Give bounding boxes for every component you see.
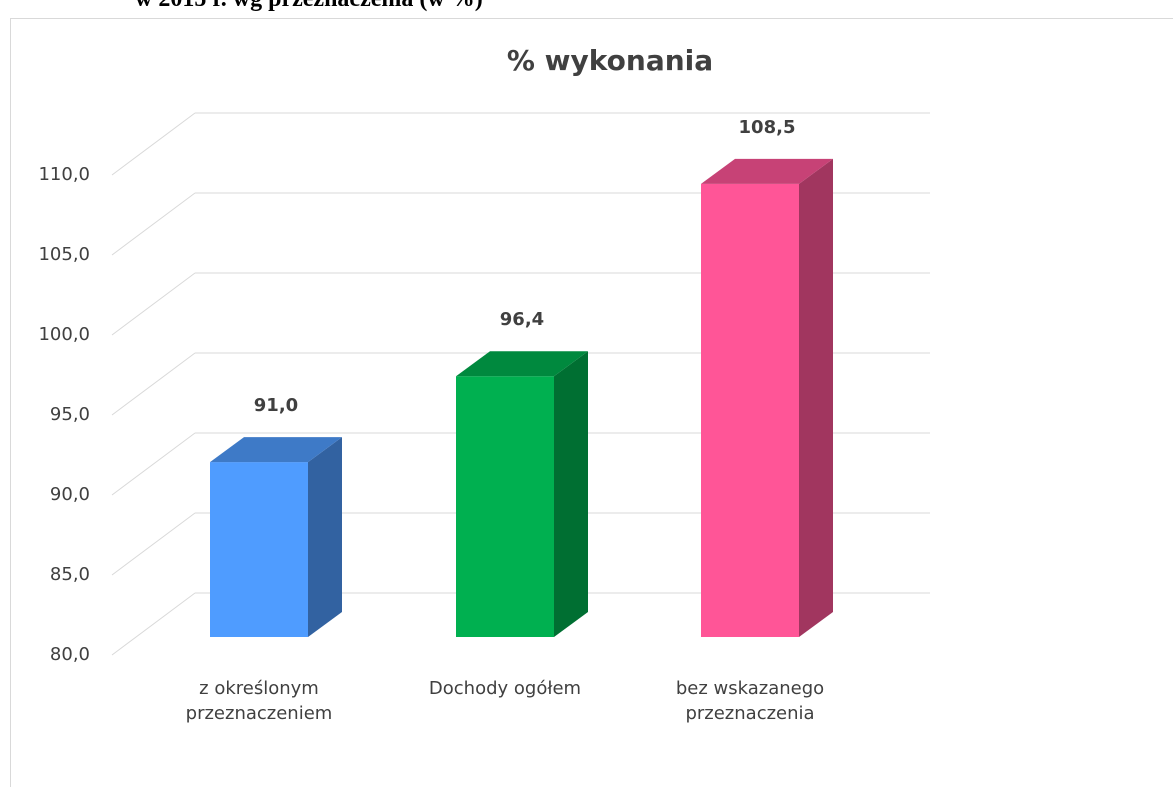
y-tick-label: 90,0 bbox=[50, 484, 90, 505]
bar-front bbox=[701, 183, 799, 637]
bar-side bbox=[308, 437, 342, 637]
grid-line-side bbox=[111, 112, 196, 176]
grid-line-side bbox=[111, 352, 196, 416]
bar-side bbox=[554, 351, 588, 637]
header-text: w 2015 r. wg przeznaczenia (w %) bbox=[135, 0, 483, 13]
y-tick-label: 80,0 bbox=[50, 644, 90, 665]
grid-line-side bbox=[111, 432, 196, 496]
bar-top bbox=[456, 351, 588, 377]
grid-line-side bbox=[111, 512, 196, 576]
chart-title: % wykonania bbox=[507, 44, 713, 77]
y-tick-label: 95,0 bbox=[50, 404, 90, 425]
x-tick-label: bez wskazanego przeznaczenia bbox=[675, 678, 825, 724]
grid-line-side bbox=[111, 592, 196, 656]
bar-side bbox=[799, 158, 833, 637]
y-tick-label: 110,0 bbox=[38, 164, 90, 185]
value-label: 96,4 bbox=[500, 309, 544, 330]
y-tick-label: 100,0 bbox=[38, 324, 90, 345]
value-label: 91,0 bbox=[254, 395, 298, 416]
bar-front bbox=[210, 462, 308, 637]
grid-line-side bbox=[111, 272, 196, 336]
grid-line-side bbox=[111, 192, 196, 256]
x-tick-label: Dochody ogółem bbox=[428, 678, 582, 699]
y-tick-label: 85,0 bbox=[50, 564, 90, 585]
value-label: 108,5 bbox=[739, 117, 796, 138]
bar-front bbox=[456, 376, 554, 637]
y-tick-label: 105,0 bbox=[38, 244, 90, 265]
bar-top bbox=[701, 158, 833, 184]
bar-top bbox=[210, 437, 342, 463]
chart-border bbox=[10, 18, 1173, 787]
x-tick-label: z określonym przeznaczeniem bbox=[185, 678, 333, 724]
